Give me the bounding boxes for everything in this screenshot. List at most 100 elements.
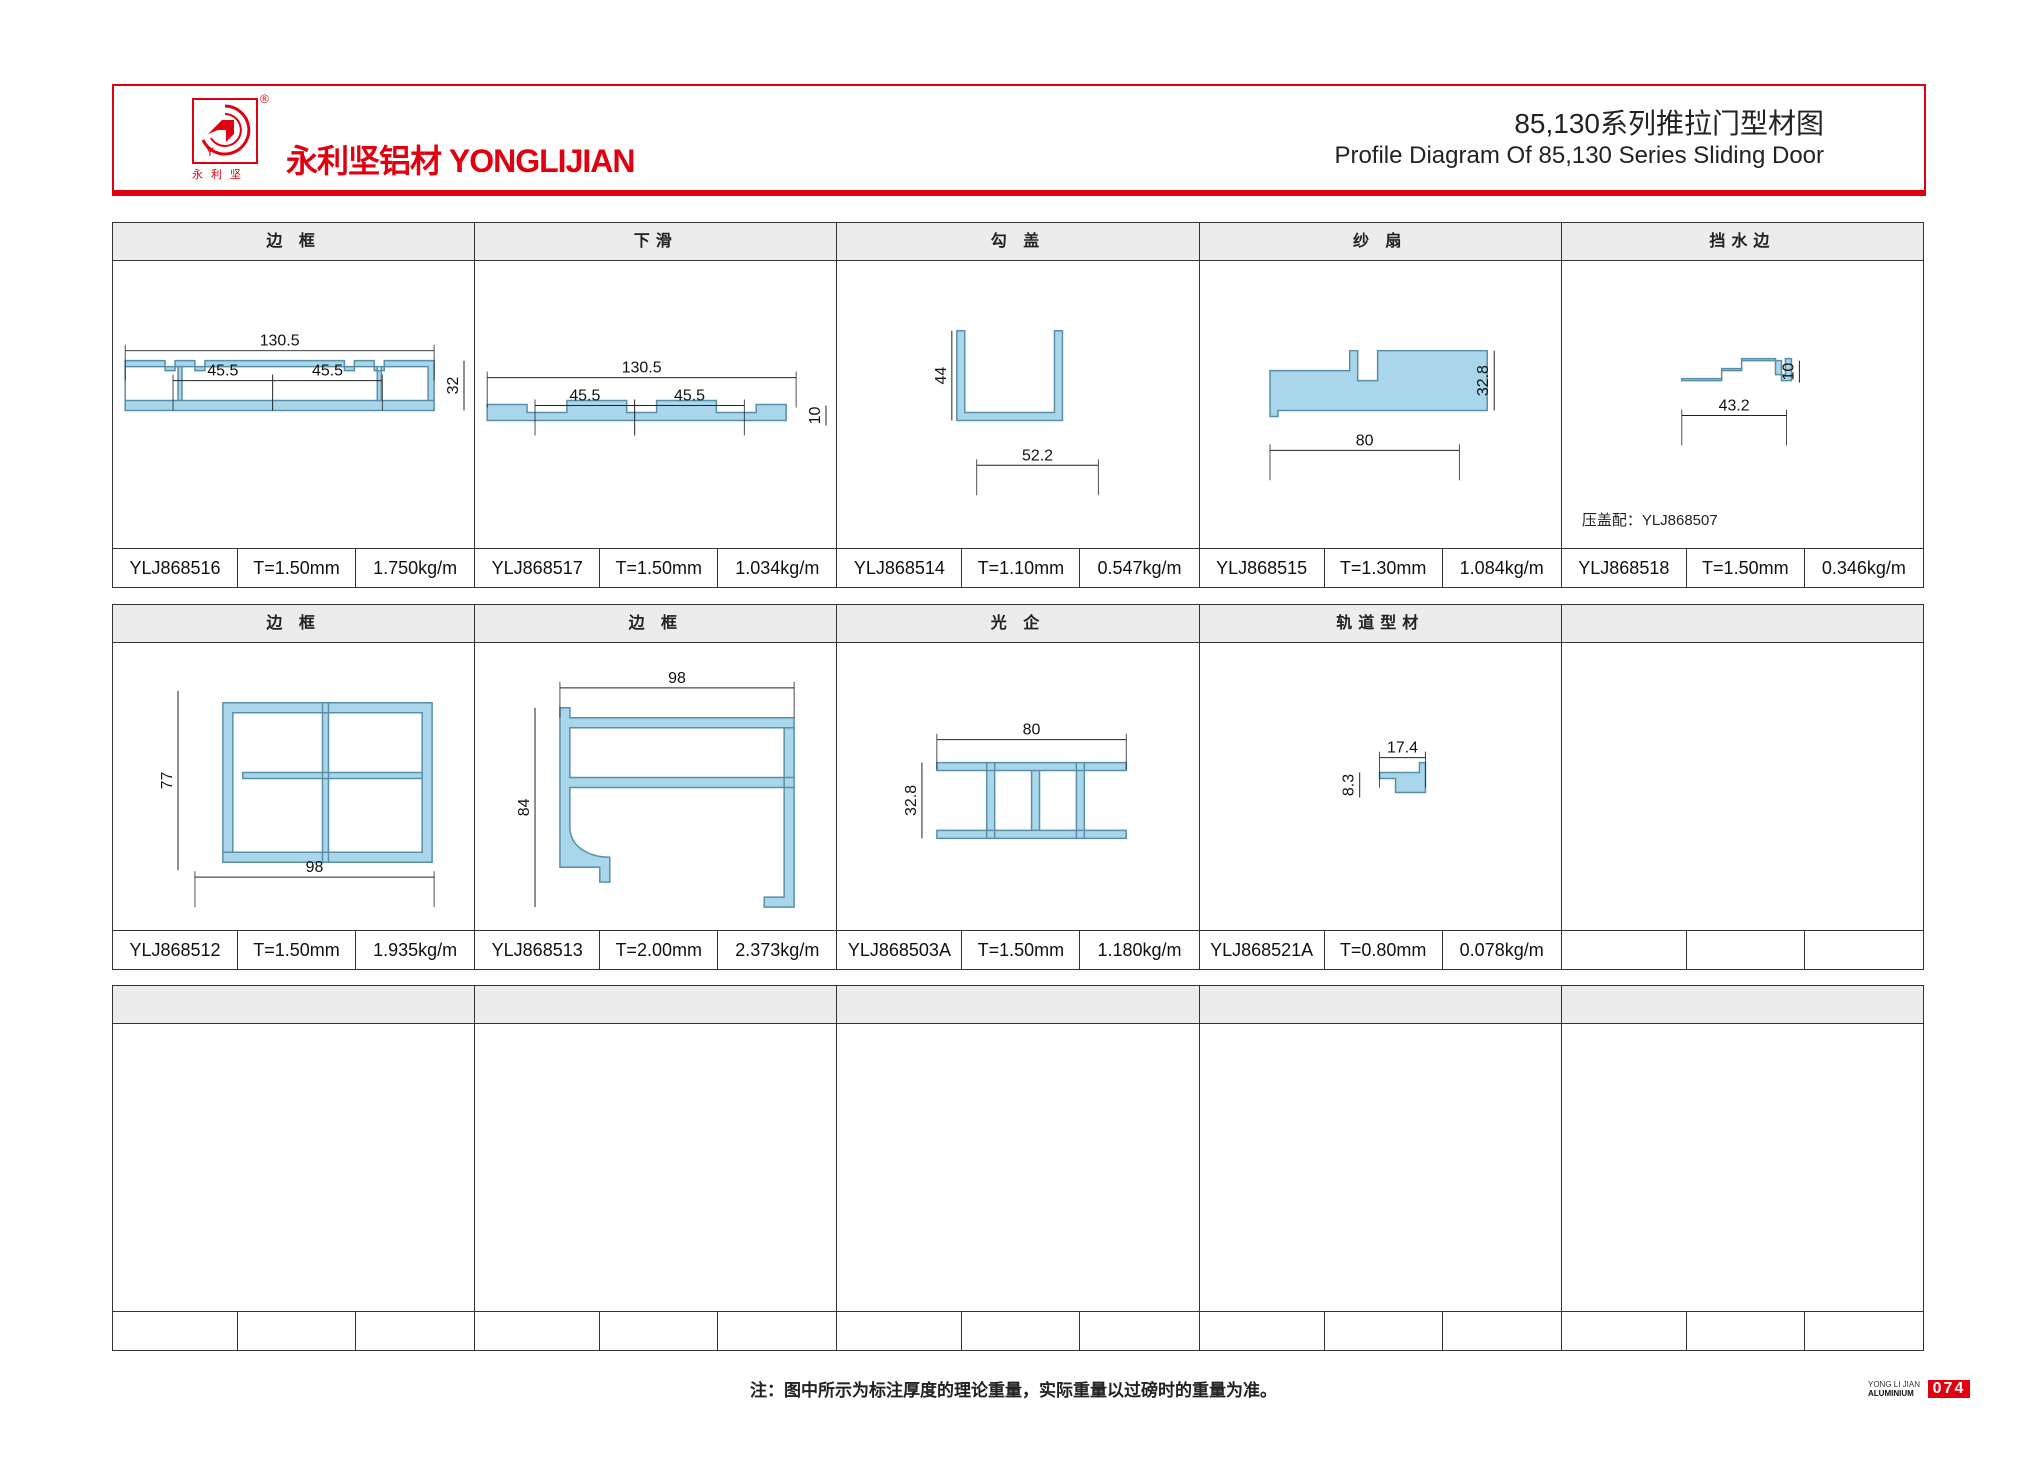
- profile-drawing: 130.5 45.5 45.5 10: [486, 360, 827, 436]
- profile-diagram: 17.4 8.3: [1199, 643, 1562, 931]
- diagram-row: 77 98 98 84 80 32.8 17.4 8.3: [113, 643, 1924, 931]
- profile-diagram: [1561, 643, 1924, 931]
- dimension-label: 10: [1780, 363, 1797, 381]
- dimension-label: 130.5: [260, 333, 300, 350]
- profile-thickness: [1325, 1312, 1443, 1350]
- profile-weight: 1.084kg/m: [1459, 558, 1544, 578]
- profile-name: [837, 986, 1200, 1024]
- profile-weight: 0.346kg/m: [1821, 558, 1906, 578]
- dimension-label: 80: [1355, 432, 1373, 449]
- profile-spec: YLJ868517 T=1.50mm 1.034kg/m: [475, 549, 838, 587]
- profile-diagram: 130.5 45.5 45.5 32: [113, 261, 476, 549]
- profile-weight: [1805, 1312, 1923, 1350]
- dimension-label: 45.5: [312, 363, 343, 380]
- spec-row: YLJ868512 T=1.50mm 1.935kg/m YLJ868513 T=2.0…: [113, 931, 1923, 969]
- profile-diagram: 98 84: [475, 643, 838, 931]
- profile-diagram: [113, 1024, 476, 1312]
- dimension-label: 44: [933, 367, 950, 385]
- profile-diagram: 44 52.2: [837, 261, 1200, 549]
- profile-spec: [837, 1312, 1200, 1350]
- profile-drawing: 98 84: [516, 670, 796, 908]
- page-number: 074: [1928, 1380, 1970, 1398]
- footnote: 注：图中所示为标注厚度的理论重量，实际重量以过磅时的重量为准。: [750, 1381, 1277, 1400]
- profile-code: [1562, 1312, 1687, 1350]
- table-header-row: 边 框边 框光 企轨道型材: [113, 605, 1924, 643]
- svg-text:Y: Y: [206, 145, 214, 159]
- profile-thickness: [1687, 1312, 1805, 1350]
- profile-spec: YLJ868521A T=0.80mm 0.078kg/m: [1200, 931, 1562, 969]
- profile-diagram: [1199, 1024, 1562, 1312]
- profile-name: 下滑: [475, 223, 838, 261]
- brand-name: 永利坚铝材 YONGLIJIAN: [286, 143, 635, 179]
- dimension-label: 84: [516, 798, 533, 816]
- profile-code: YLJ868514: [837, 549, 963, 587]
- profile-thickness: T=1.50mm: [238, 931, 356, 969]
- profile-shape: [124, 359, 435, 412]
- profile-diagram: [1561, 1024, 1924, 1312]
- profile-spec: YLJ868516 T=1.50mm 1.750kg/m: [113, 549, 476, 587]
- profile-name: 轨道型材: [1199, 605, 1562, 643]
- dimension-label: 98: [306, 859, 324, 876]
- profile-spec: YLJ868514 T=1.10mm 0.547kg/m: [837, 549, 1200, 587]
- profile-spec: YLJ868503A T=1.50mm 1.180kg/m: [837, 931, 1200, 969]
- profile-shape: [1268, 349, 1488, 418]
- page-title-en: Profile Diagram Of 85,130 Series Sliding…: [1334, 142, 1824, 169]
- profile-shape: [222, 702, 433, 863]
- dimension-label: 45.5: [207, 363, 238, 380]
- logo-subtitle: 永利坚: [192, 169, 249, 181]
- profile-thickness: [1687, 931, 1805, 969]
- profile-weight: [1805, 931, 1923, 969]
- diagram-row: [113, 1024, 1924, 1312]
- profile-code: YLJ868512: [113, 931, 238, 969]
- dimension-label: 52.2: [1022, 447, 1053, 464]
- profile-spec: [113, 1312, 476, 1350]
- profile-diagram: [475, 1024, 838, 1312]
- profile-spec: YLJ868512 T=1.50mm 1.935kg/m: [113, 931, 476, 969]
- profile-diagram: 32.8 80: [1199, 261, 1562, 549]
- profile-drawing: 130.5 45.5 45.5 32: [124, 333, 465, 412]
- profile-spec: YLJ868518 T=1.50mm 0.346kg/m: [1562, 549, 1923, 587]
- profile-code: YLJ868521A: [1200, 931, 1325, 969]
- dimension-label: 8.3: [1340, 774, 1357, 796]
- dimension-label: 43.2: [1718, 397, 1749, 414]
- dimension-label: 45.5: [570, 388, 601, 405]
- profile-spec: [1562, 1312, 1923, 1350]
- profile-shape: [1680, 357, 1792, 382]
- dimension-label: 98: [668, 670, 686, 687]
- dimension-label: 32: [445, 377, 462, 395]
- profile-code: YLJ868517: [475, 549, 601, 587]
- dimension-label: 32.8: [903, 785, 920, 816]
- profile-name: [1199, 986, 1562, 1024]
- profile-thickness: [962, 1312, 1081, 1350]
- brand-logo: Y: [192, 98, 258, 164]
- profile-weight: 0.078kg/m: [1459, 940, 1544, 960]
- dimension-label: 130.5: [622, 360, 662, 377]
- footer-brand-line2: ALUMINIUM: [1868, 1389, 1914, 1398]
- profile-spec: YLJ868513 T=2.00mm 2.373kg/m: [475, 931, 838, 969]
- dimension-label: 77: [159, 772, 176, 790]
- page-title-cn: 85,130系列推拉门型材图: [1514, 108, 1824, 139]
- profile-code: [1200, 1312, 1325, 1350]
- profile-spec: [1200, 1312, 1562, 1350]
- profile-thickness: T=1.50mm: [600, 549, 719, 587]
- spec-row: YLJ868516 T=1.50mm 1.750kg/m YLJ868517 T=1.5…: [113, 549, 1923, 587]
- profile-name: 挡水边: [1561, 223, 1924, 261]
- profile-code: YLJ868513: [475, 931, 601, 969]
- profile-weight: [1080, 1312, 1198, 1350]
- profile-name: [113, 986, 476, 1024]
- profile-weight: 1.935kg/m: [373, 940, 458, 960]
- profile-name: 边 框: [475, 605, 838, 643]
- profile-diagram: [837, 1024, 1200, 1312]
- profile-shape: [1378, 761, 1426, 794]
- profile-code: [1562, 931, 1687, 969]
- profile-spec: [1562, 931, 1923, 969]
- profile-shape: [486, 399, 788, 422]
- profile-weight: 1.180kg/m: [1097, 940, 1182, 960]
- profile-thickness: T=0.80mm: [1325, 931, 1443, 969]
- profile-table: [112, 985, 1924, 1351]
- dimension-label: 32.8: [1475, 365, 1492, 396]
- profile-name: 边 框: [113, 605, 476, 643]
- cover-note: 压盖配：YLJ868507: [1581, 512, 1718, 529]
- profile-drawing: 10 43.2: [1680, 357, 1800, 446]
